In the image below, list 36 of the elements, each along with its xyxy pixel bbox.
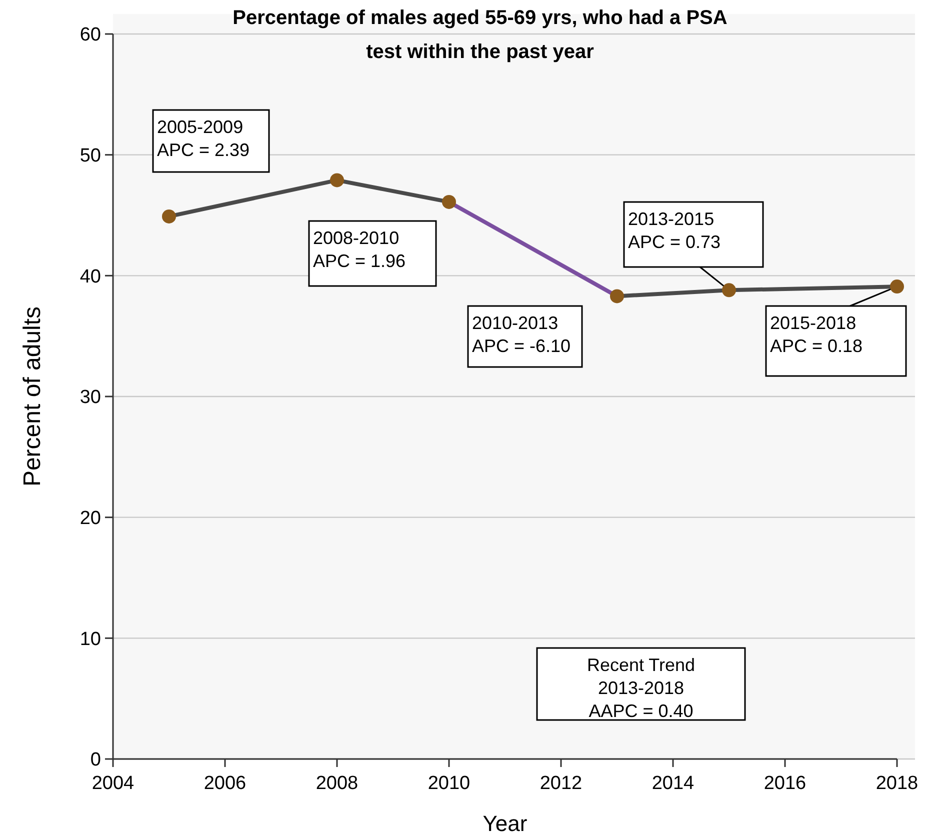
x-tick-label: 2016 [764,773,806,794]
note-box: 2008-2010 APC = 1.96 [308,220,437,287]
note-box: 2015-2018 APC = 0.18 [765,305,907,377]
note-box: 2005-2009 APC = 2.39 [152,109,270,173]
note-box: 2010-2013 APC = -6.10 [467,305,583,368]
x-tick-label: 2006 [204,773,246,794]
y-tick-label: 40 [80,266,101,288]
x-tick-label: 2010 [428,773,470,794]
x-axis-title: Year [482,811,528,836]
chart-title: Percentage of males aged 55-69 yrs, who had a PSA test within the past year [232,7,728,63]
x-tick-label: 2008 [316,773,358,794]
note-box: Recent Trend 2013-2018 AAPC = 0.40 [536,647,746,721]
point [722,283,736,298]
x-tick-label: 2012 [540,773,582,794]
point [162,209,176,224]
y-tick-label: 60 [80,24,101,46]
annotation: 2008-2010 APC = 1.96 [313,228,406,271]
y-tick-label: 10 [80,628,101,650]
annotation: 2005-2009 APC = 2.39 [157,117,250,160]
annotation: Recent Trend 2013-2018 AAPC = 0.40 [586,655,696,721]
y-tick-label: 20 [80,508,101,529]
point [330,173,344,188]
note-box: 2013-2015 APC = 0.73 [623,201,764,268]
point [890,280,904,294]
annotation: 2010-2013 APC = -6.10 [472,313,571,356]
y-tick-label: 0 [90,750,101,771]
point [442,194,456,209]
y-axis-title: Percent of adults [19,306,46,487]
annotation: 2013-2015 APC = 0.73 [628,209,721,252]
x-tick-label: 2014 [652,773,695,794]
annotation: 2015-2018 APC = 0.18 [770,313,863,356]
x-tick-label: 2018 [876,773,918,794]
y-tick-label: 30 [80,387,101,408]
y-tick-label: 50 [80,145,101,166]
point [610,289,624,304]
x-tick-label: 2004 [92,773,135,794]
